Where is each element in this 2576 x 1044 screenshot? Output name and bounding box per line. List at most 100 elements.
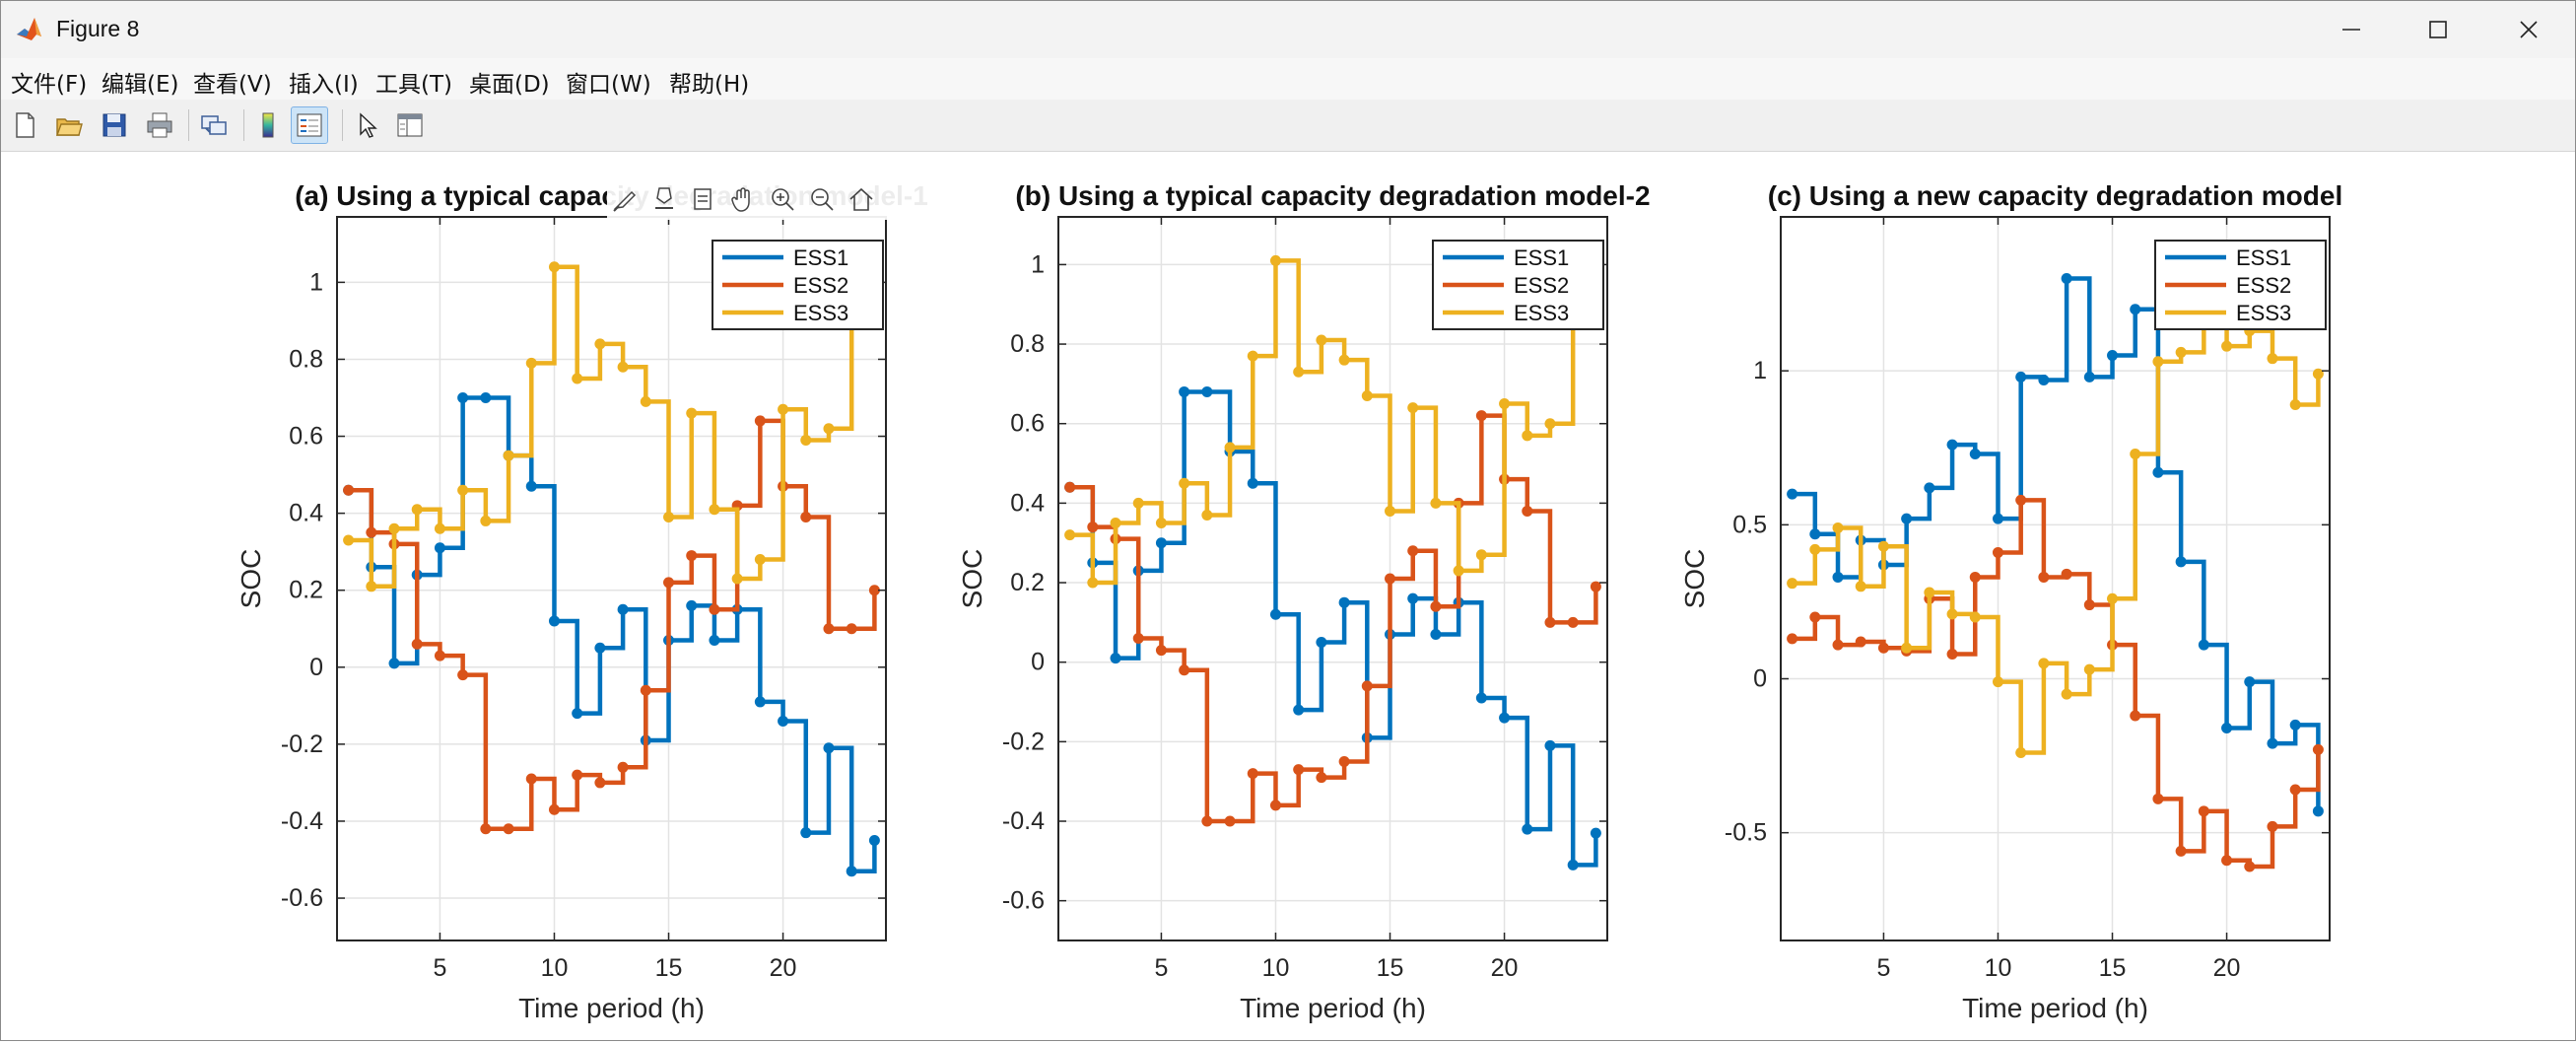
- title-bar: Figure 8: [1, 1, 2575, 58]
- link-plot-button[interactable]: [195, 106, 233, 144]
- data-point: [2289, 719, 2301, 731]
- data-point: [663, 512, 675, 523]
- data-point: [2061, 272, 2072, 284]
- data-point: [480, 392, 492, 403]
- data-point: [1499, 398, 1511, 410]
- data-point: [1832, 639, 1844, 651]
- save-button[interactable]: [96, 106, 133, 144]
- x-tick-label: 20: [1491, 954, 1519, 982]
- y-tick-label: 0: [1753, 665, 1767, 693]
- data-point: [434, 522, 445, 534]
- data-point: [457, 392, 469, 403]
- print-button[interactable]: [141, 106, 178, 144]
- data-point: [2061, 688, 2072, 700]
- data-point: [1110, 653, 1121, 664]
- data-point: [640, 395, 651, 407]
- data-point: [709, 504, 720, 516]
- menu-window[interactable]: 窗口(W): [566, 72, 651, 98]
- window-title: Figure 8: [56, 16, 140, 41]
- data-point: [548, 803, 560, 815]
- chart-2: 5 10 15 20 -0.5 0 0.5 1 (c) Using a new capacity…: [1679, 180, 2342, 1023]
- legend: ESS1 ESS2 ESS3: [2154, 240, 2327, 330]
- data-point: [1293, 764, 1305, 776]
- data-point: [846, 623, 857, 635]
- minimize-button[interactable]: [2307, 1, 2396, 58]
- data-point: [1269, 800, 1281, 811]
- data-point: [617, 361, 629, 373]
- property-inspector-button[interactable]: [391, 106, 429, 144]
- data-point: [686, 550, 698, 562]
- data-point: [1809, 543, 1821, 555]
- data-point: [1946, 649, 1958, 661]
- data-point: [2130, 710, 2141, 722]
- data-point: [457, 484, 469, 496]
- axes-box: [1780, 216, 2331, 941]
- data-point: [1924, 482, 1935, 494]
- maximize-button[interactable]: [2394, 1, 2482, 58]
- y-tick-label: 1: [1753, 357, 1767, 384]
- menu-tools[interactable]: 工具(T): [375, 72, 452, 98]
- data-point: [411, 504, 423, 516]
- data-point: [1247, 350, 1258, 362]
- zoom-in-button[interactable]: [765, 181, 800, 217]
- data-point: [2152, 466, 2164, 478]
- new-figure-button[interactable]: [6, 106, 43, 144]
- brush-icon: [613, 190, 637, 212]
- zoom-out-button[interactable]: [804, 181, 840, 217]
- chart-1: 5 10 15 20 -0.6 -0.4 -0.2 0 0.2 0.4 0.6 0.8 1 (b) Usi…: [957, 180, 1651, 1023]
- data-point: [1316, 334, 1327, 346]
- data-point: [2038, 375, 2050, 386]
- y-tick-label: 0.6: [289, 423, 323, 451]
- menu-desktop[interactable]: 桌面(D): [469, 72, 550, 98]
- close-button[interactable]: [2484, 1, 2573, 58]
- data-point: [1224, 815, 1236, 827]
- series-line-ess3: [348, 264, 877, 590]
- menu-file[interactable]: 文件(F): [11, 72, 88, 98]
- data-point: [1201, 815, 1213, 827]
- data-point: [1087, 577, 1099, 589]
- data-point: [1544, 616, 1556, 628]
- y-axis-label: SOC: [957, 549, 987, 609]
- data-point: [868, 834, 880, 846]
- menu-help[interactable]: 帮助(H): [669, 72, 750, 98]
- y-tick-label: 0.4: [289, 500, 323, 527]
- data-point: [525, 357, 537, 369]
- edit-plot-button[interactable]: [348, 106, 385, 144]
- y-tick-label: -0.6: [281, 884, 323, 912]
- data-point: [1787, 578, 1798, 590]
- data-point: [1155, 537, 1167, 549]
- menu-view[interactable]: 查看(V): [193, 72, 272, 98]
- data-point: [434, 650, 445, 661]
- brush-button[interactable]: [607, 181, 643, 217]
- x-tick-label: 20: [770, 954, 797, 982]
- y-tick-label: 0: [1031, 649, 1045, 676]
- data-point: [663, 577, 675, 589]
- data-point: [1809, 611, 1821, 623]
- insert-colorbar-button[interactable]: [249, 106, 287, 144]
- data-point: [434, 542, 445, 554]
- chart-0: 5 10 15 20-0.6-0.4-0.200.20.40.60.81(a) Usi…: [236, 180, 928, 1023]
- data-point: [1855, 581, 1866, 592]
- data-point: [1475, 549, 1487, 561]
- data-point: [1087, 522, 1099, 533]
- data-point: [1430, 628, 1442, 640]
- home-button[interactable]: [844, 181, 879, 217]
- data-point: [1361, 389, 1373, 401]
- menu-insert[interactable]: 插入(I): [289, 72, 359, 98]
- data-point: [686, 407, 698, 419]
- restore-view-button[interactable]: [686, 181, 721, 217]
- menu-edit[interactable]: 编辑(E): [102, 72, 179, 98]
- data-point: [1992, 676, 2003, 688]
- data-tips-button[interactable]: [646, 181, 682, 217]
- legend-label: ESS1: [793, 245, 848, 270]
- plots-svg: 5 10 15 20-0.6-0.4-0.200.20.40.60.81(a) Usi…: [236, 180, 2342, 1023]
- pan-button[interactable]: [725, 181, 761, 217]
- data-point: [480, 515, 492, 526]
- insert-legend-button[interactable]: [291, 106, 328, 144]
- data-point: [778, 403, 789, 415]
- pointer-icon: [360, 112, 377, 138]
- close-icon: [2520, 21, 2538, 38]
- open-file-button[interactable]: [50, 106, 88, 144]
- legend-label: ESS3: [1514, 301, 1569, 325]
- y-tick-label: 0.2: [1010, 569, 1045, 596]
